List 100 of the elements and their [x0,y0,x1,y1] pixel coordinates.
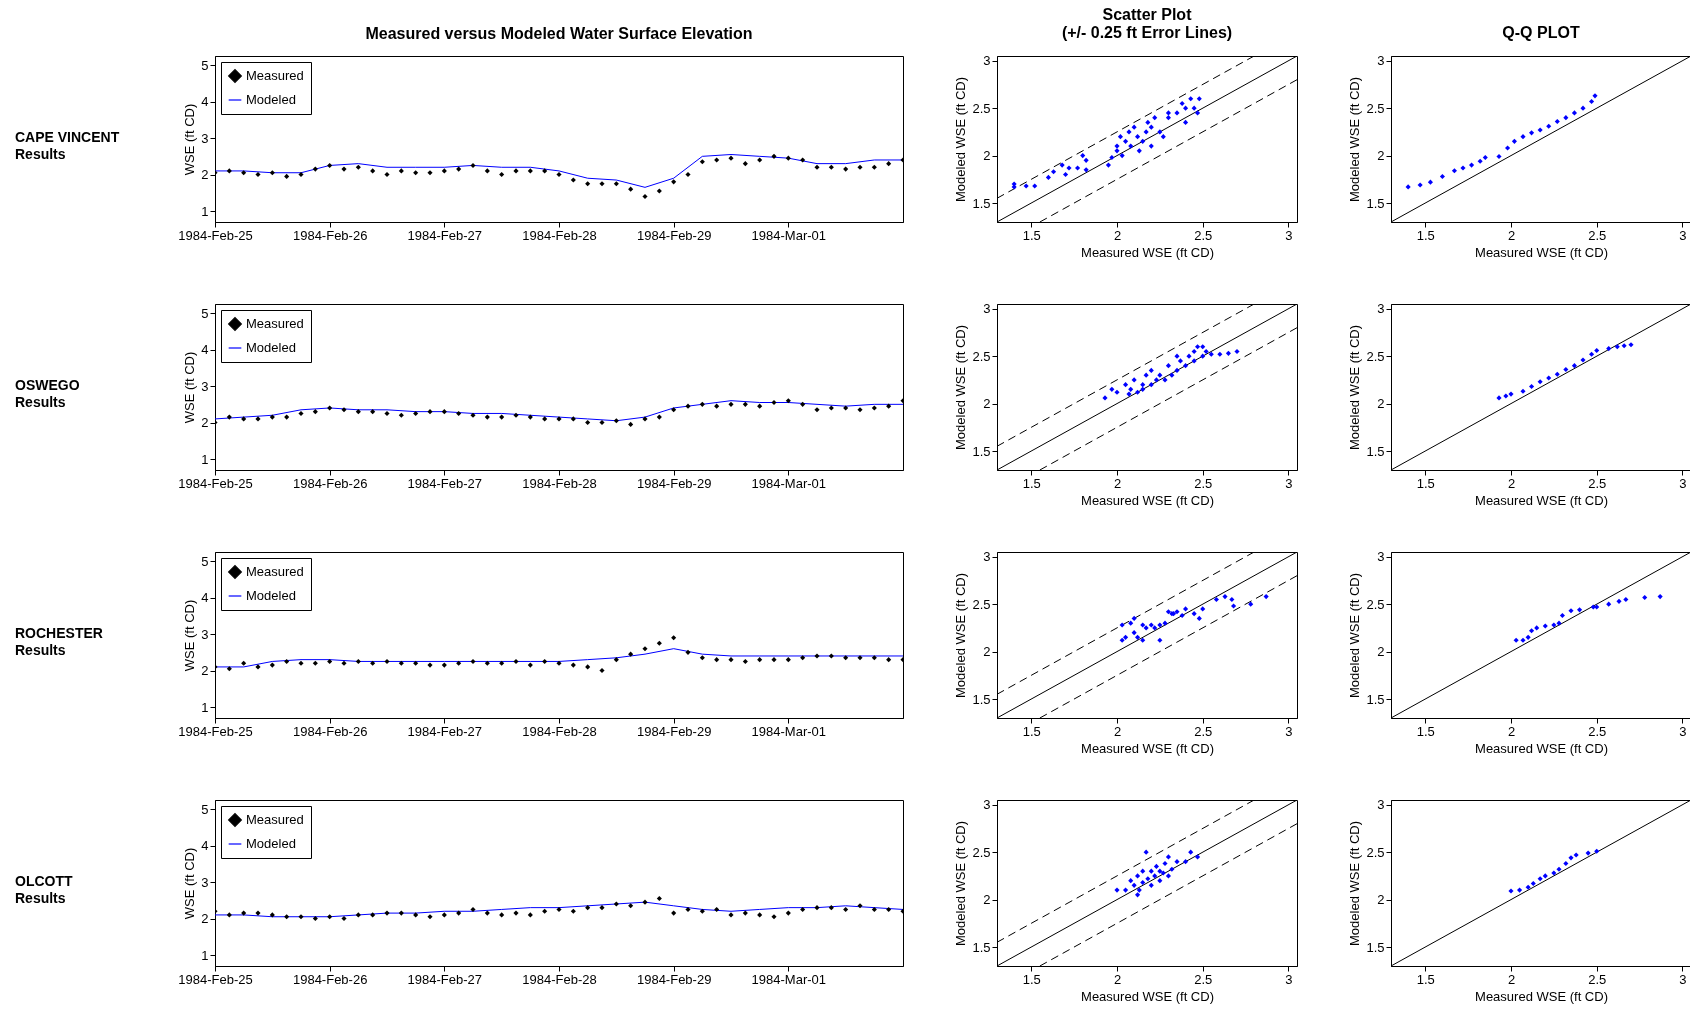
x-axis-title: Measured WSE (ft CD) [1081,988,1214,1004]
point [642,899,648,905]
x-tick-label: 1984-Feb-27 [407,723,483,739]
point [1157,637,1163,643]
point [1140,879,1146,886]
point [857,164,863,170]
point [1606,601,1612,607]
point [1136,887,1142,893]
point [1200,606,1206,612]
point [1546,375,1552,381]
point [1109,386,1115,392]
point [1140,868,1146,874]
point [728,155,734,161]
point [814,164,820,170]
point [800,401,806,407]
y-tick-label: 5 [201,57,209,73]
point [226,666,232,672]
point [1529,130,1535,136]
point [355,409,361,415]
point [1165,110,1171,116]
y-tick-label: 2 [1377,148,1385,164]
point [1571,363,1577,369]
y-tick-label: 2.5 [972,100,991,116]
point [814,407,820,413]
point [542,908,548,914]
point [843,405,849,411]
point [570,177,576,183]
point [1191,348,1197,354]
point [1469,162,1475,168]
x-tick-label: 3 [1285,227,1293,243]
point [1140,138,1146,144]
y-axis-title: WSE (ft CD) [182,351,198,424]
point [413,170,419,176]
point [556,172,562,178]
point [1177,358,1183,364]
point [413,912,419,918]
y-tick-label: 3 [1377,797,1385,813]
legend-label: Modeled [246,588,296,603]
point [1513,637,1519,643]
legend-label: Measured [246,564,304,579]
point [613,418,619,424]
point [1525,884,1531,890]
x-tick-label: 1984-Feb-25 [178,227,253,243]
y-axis-title: Modeled WSE (ft CD) [953,77,969,202]
point [1174,110,1180,116]
x-tick-label: 1.5 [1022,227,1041,243]
y-tick-label: 2 [1377,892,1385,908]
point [656,895,662,902]
point [1496,154,1502,160]
point [1114,887,1120,893]
point [484,168,490,174]
x-axis-title: Measured WSE (ft CD) [1081,492,1214,508]
point [699,401,705,407]
point [284,173,290,179]
point [1143,372,1149,378]
point [1165,363,1171,369]
point [1157,372,1163,378]
y-tick-label: 4 [201,342,209,358]
legend-label: Measured [246,68,304,83]
x-tick-label: 1984-Feb-28 [522,723,597,739]
point [1165,115,1171,121]
point [427,662,433,668]
point [742,658,748,664]
point [1174,367,1180,373]
point [1157,129,1163,135]
point [1131,124,1137,130]
legend-label: Measured [246,316,304,331]
point [1148,143,1154,149]
y-tick-label: 2 [201,663,209,679]
point [427,170,433,176]
point [699,655,705,661]
point [1140,382,1146,388]
point [1477,158,1483,164]
point [427,914,433,920]
point [785,398,791,404]
point [298,410,304,416]
point [699,159,705,165]
point [1559,613,1565,619]
point [1148,124,1154,130]
point [255,910,261,916]
x-tick-label: 1984-Feb-29 [636,227,712,243]
x-tick-label: 1.5 [1416,227,1435,243]
point [1128,620,1134,626]
point [642,416,648,422]
point [1537,127,1543,133]
point [556,906,562,912]
point [470,658,476,664]
point [1131,615,1137,621]
point [1525,634,1531,640]
text: OSWEGO [15,377,80,393]
y-tick-label: 3 [201,626,209,642]
point [1045,174,1051,180]
point [642,193,648,200]
point [1585,850,1591,856]
point [570,908,576,914]
point [226,912,232,918]
point [1148,868,1154,874]
point [1131,630,1137,636]
point [1520,388,1526,394]
y-tick-label: 2 [983,396,991,412]
